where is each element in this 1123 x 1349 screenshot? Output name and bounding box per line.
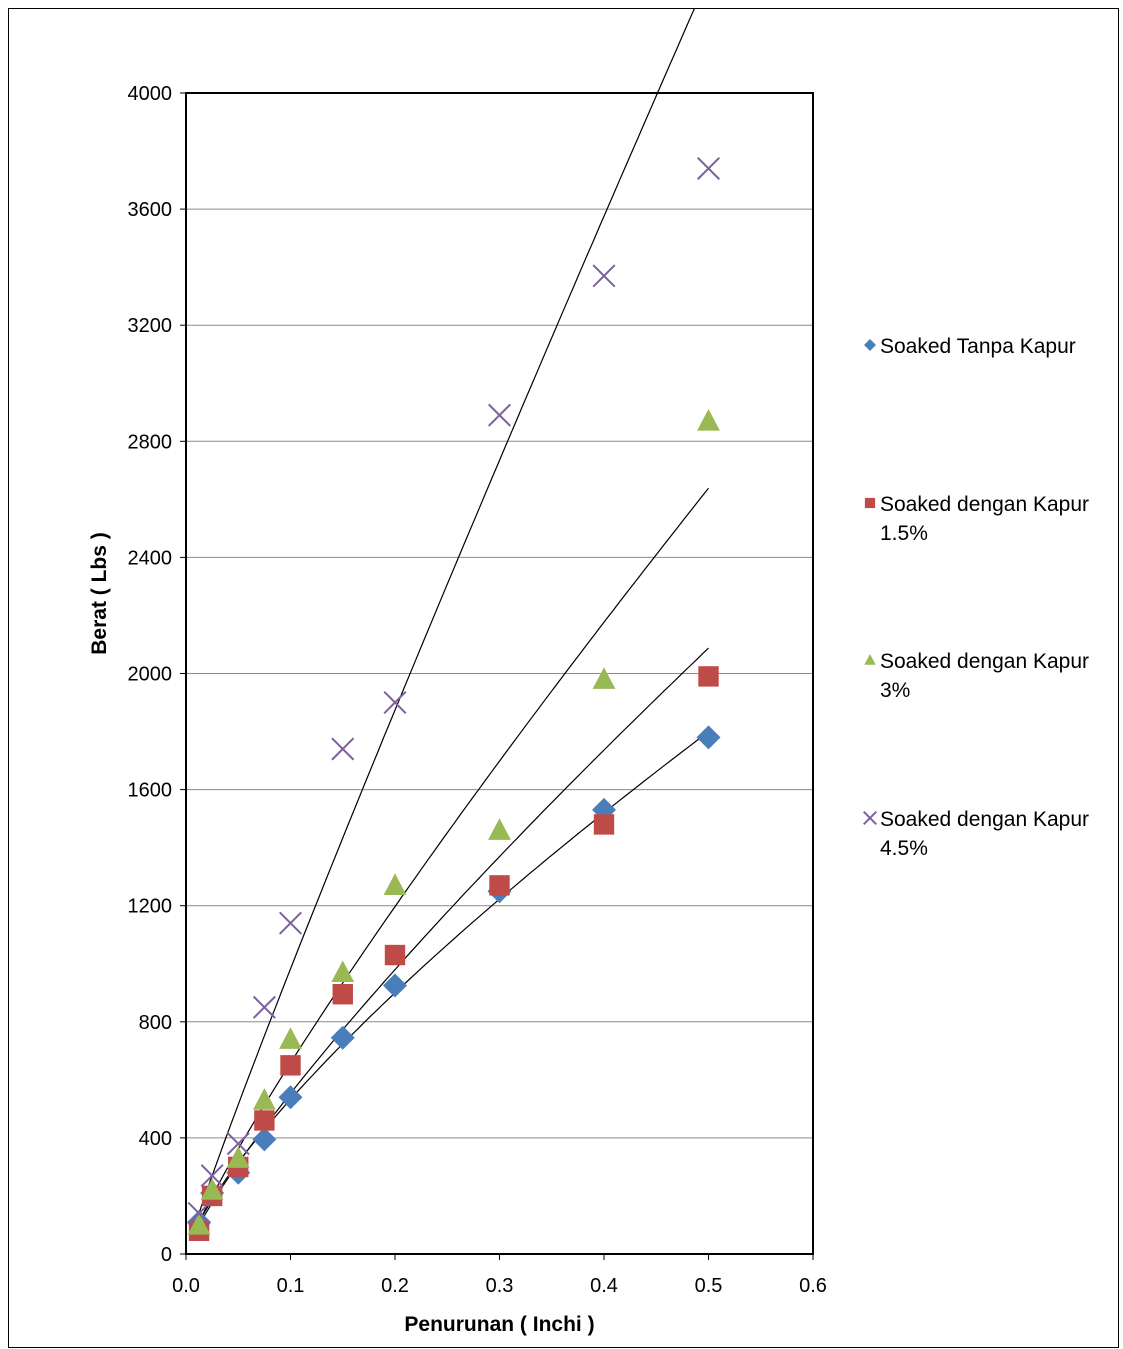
y-tick-label: 3600 bbox=[128, 199, 173, 221]
data-point bbox=[383, 873, 407, 895]
x-tick-label: 0.3 bbox=[486, 1275, 514, 1297]
y-tick-label: 2800 bbox=[128, 431, 173, 453]
series-diamond bbox=[187, 725, 721, 1235]
legend-marker bbox=[864, 654, 876, 665]
y-tick-label: 4000 bbox=[128, 83, 173, 105]
data-markers bbox=[187, 156, 721, 1241]
legend-entry-label: Soaked Tanpa Kapur bbox=[880, 335, 1076, 358]
data-point bbox=[331, 737, 355, 761]
data-point bbox=[187, 1201, 211, 1225]
data-point bbox=[278, 911, 303, 935]
data-point bbox=[187, 1212, 211, 1235]
x-axis-title: Penurunan ( Inchi ) bbox=[404, 1313, 594, 1336]
data-point bbox=[489, 875, 510, 896]
marker-stroke bbox=[331, 737, 355, 761]
legend-entry-label: Soaked dengan Kapur bbox=[880, 650, 1089, 673]
data-point bbox=[488, 818, 511, 840]
y-tick-label: 2400 bbox=[128, 547, 173, 569]
x-tick-label: 0.4 bbox=[590, 1275, 618, 1297]
x-tick-label: 0.5 bbox=[695, 1275, 723, 1297]
trendline bbox=[198, 731, 709, 1223]
data-point bbox=[252, 1127, 277, 1152]
marker-stroke bbox=[487, 403, 512, 427]
marker-stroke bbox=[187, 1201, 211, 1225]
y-tick-label: 1600 bbox=[128, 780, 173, 802]
data-point bbox=[383, 691, 407, 715]
y-tick-label: 3200 bbox=[128, 315, 173, 337]
x-tick-label: 0.0 bbox=[172, 1275, 200, 1297]
legend-marker bbox=[862, 810, 878, 826]
data-point bbox=[226, 1132, 250, 1156]
y-axis-title: Berat ( Lbs ) bbox=[88, 532, 111, 655]
trendline bbox=[198, 9, 695, 1214]
marker-stroke bbox=[252, 995, 276, 1019]
legend-entry-label: 1.5% bbox=[880, 522, 928, 545]
data-point bbox=[332, 984, 353, 1005]
data-point bbox=[487, 403, 512, 427]
marker-stroke bbox=[862, 810, 878, 826]
data-point bbox=[330, 1025, 355, 1050]
marker-stroke bbox=[696, 156, 721, 180]
data-point bbox=[592, 264, 616, 288]
legend: Soaked Tanpa Kapur Soaked dengan Kapur 1.5… bbox=[862, 335, 1089, 860]
data-point bbox=[254, 1110, 275, 1131]
data-point bbox=[696, 725, 721, 750]
data-point bbox=[200, 1164, 224, 1188]
series-x bbox=[187, 156, 721, 1225]
data-point bbox=[696, 156, 721, 180]
marker-stroke bbox=[383, 691, 407, 715]
x-tick-label: 0.2 bbox=[381, 1275, 409, 1297]
data-point bbox=[280, 1055, 301, 1076]
x-axis-ticks: 0.0 0.1 0.2 0.3 0.4 0.5 0.6 bbox=[172, 1254, 827, 1297]
data-point bbox=[697, 408, 720, 431]
marker-stroke bbox=[226, 1132, 250, 1156]
legend-entry-label: 3% bbox=[880, 679, 910, 702]
series-triangle bbox=[187, 408, 720, 1235]
data-point bbox=[383, 973, 407, 998]
y-tick-label: 800 bbox=[139, 1012, 172, 1034]
data-point bbox=[592, 667, 616, 689]
data-point bbox=[279, 1027, 302, 1049]
legend-entry-label: 4.5% bbox=[880, 837, 928, 860]
data-point bbox=[200, 1178, 224, 1200]
data-point bbox=[331, 960, 355, 983]
y-tick-label: 2000 bbox=[128, 664, 173, 686]
scatter-chart: 040080012001600200024002800320036004000 … bbox=[88, 9, 1089, 1336]
data-point bbox=[698, 666, 719, 687]
marker-stroke bbox=[278, 911, 303, 935]
x-tick-label: 0.1 bbox=[277, 1275, 305, 1297]
y-tick-label: 400 bbox=[139, 1128, 172, 1150]
legend-marker bbox=[864, 497, 876, 509]
y-tick-label: 1200 bbox=[128, 896, 173, 918]
y-axis-ticks: 0 400 800 1200 1600 2000 2400 2800 3200 3600 4000 bbox=[128, 83, 186, 1266]
x-tick-label: 0.6 bbox=[799, 1275, 827, 1297]
series-square bbox=[188, 666, 719, 1241]
marker-stroke bbox=[200, 1164, 224, 1188]
data-point bbox=[384, 944, 406, 966]
trendlines bbox=[198, 9, 709, 1226]
data-point bbox=[226, 1146, 250, 1168]
data-point bbox=[593, 814, 615, 835]
legend-entry-label: Soaked dengan Kapur bbox=[880, 493, 1089, 516]
data-point bbox=[252, 995, 276, 1019]
chart-frame: 0 400 800 1200 1600 2000 2400 2800 3200 3600 4000 … bbox=[8, 8, 1119, 1348]
legend-entry-label: Soaked dengan Kapur bbox=[880, 808, 1089, 831]
gridlines bbox=[186, 208, 813, 1139]
y-tick-label: 0 bbox=[161, 1244, 172, 1266]
data-point bbox=[278, 1085, 303, 1110]
marker-stroke bbox=[592, 264, 616, 288]
data-point bbox=[252, 1088, 276, 1110]
legend-marker bbox=[864, 339, 876, 351]
